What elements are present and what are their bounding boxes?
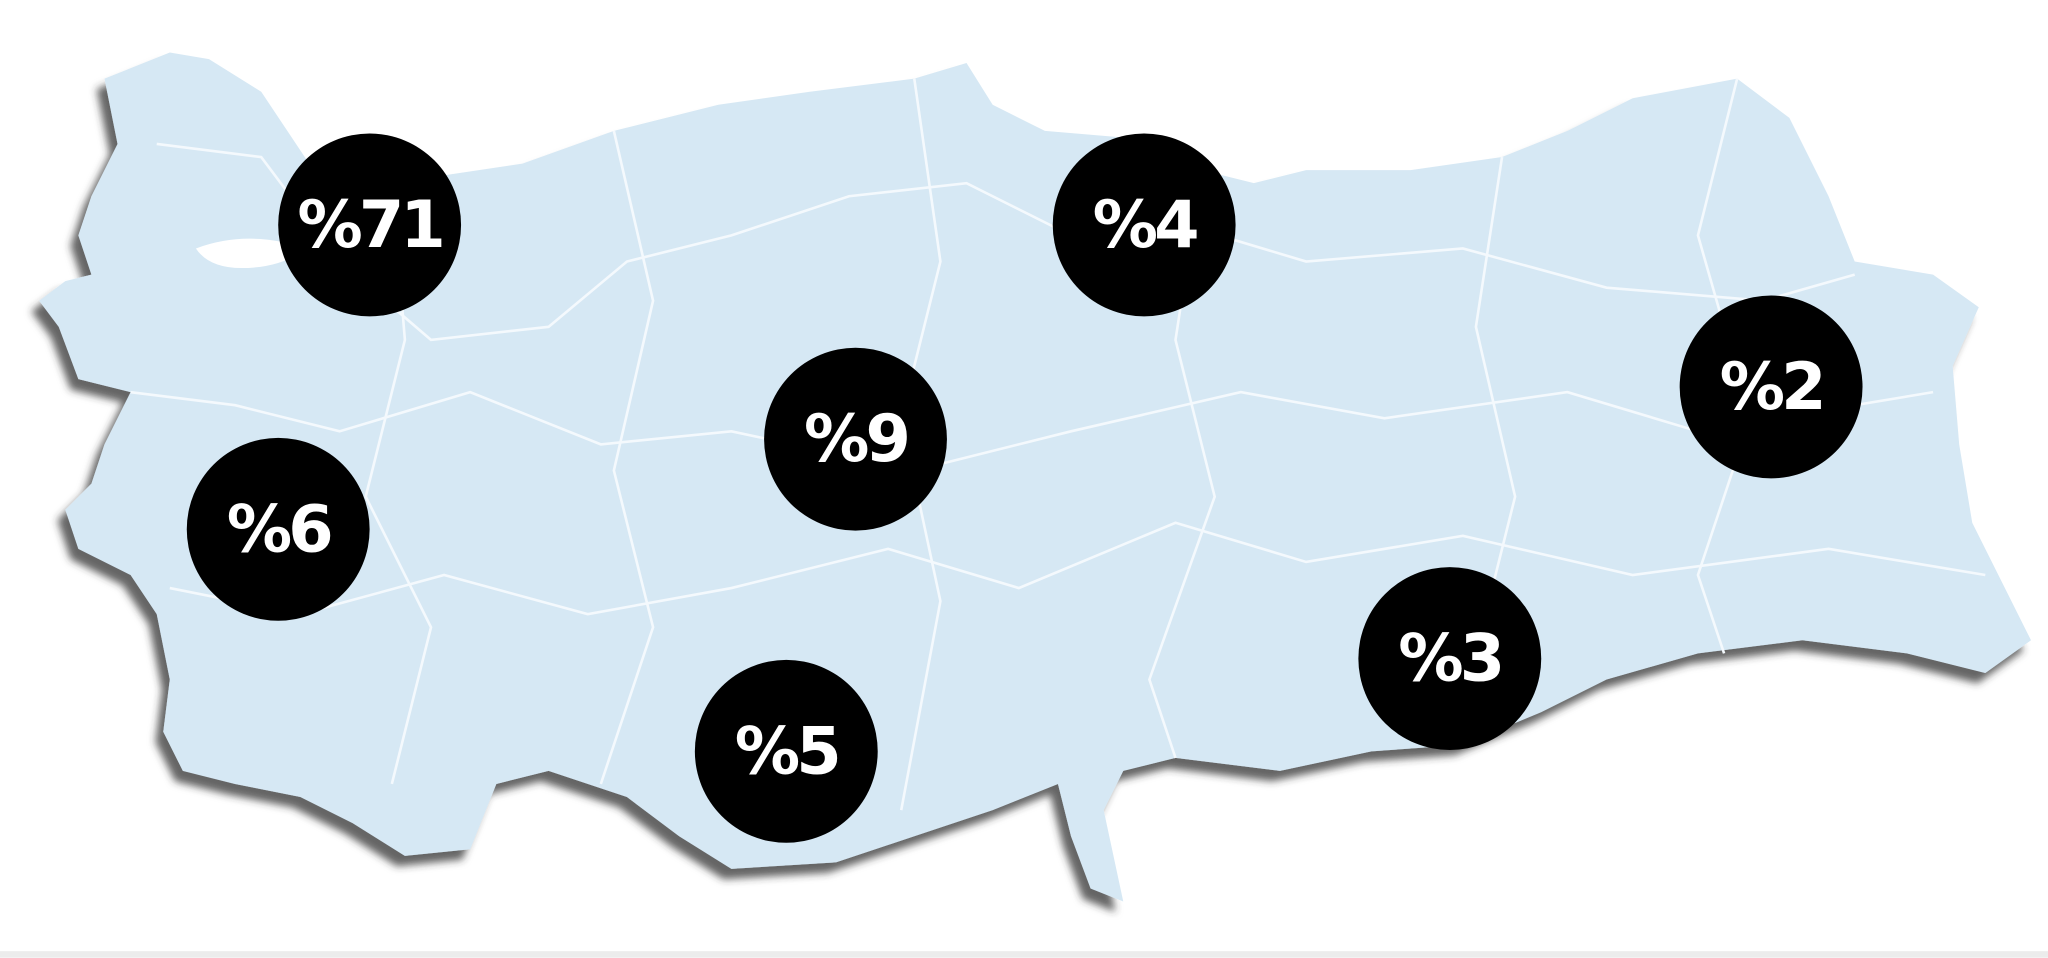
bubble-label: %9	[804, 401, 908, 477]
bubble	[186, 437, 370, 621]
bubble-label: %71	[297, 187, 442, 263]
bubble-label: %6	[227, 491, 331, 567]
bubble	[278, 133, 462, 317]
bubble	[694, 659, 878, 843]
bubble	[1358, 567, 1542, 751]
bubble-label: %2	[1720, 349, 1823, 425]
bubbles: %71 %4 %9 %2 %6 %3 %5	[186, 133, 1863, 843]
bubble-label: %4	[1093, 187, 1198, 263]
marmara-sea	[195, 238, 307, 269]
bubble-label: %3	[1398, 621, 1501, 697]
bubble	[764, 347, 947, 531]
bubble-label: %5	[735, 713, 838, 789]
bottom-strip	[0, 951, 2048, 958]
bubble	[1679, 295, 1863, 479]
bubble	[1052, 133, 1236, 317]
